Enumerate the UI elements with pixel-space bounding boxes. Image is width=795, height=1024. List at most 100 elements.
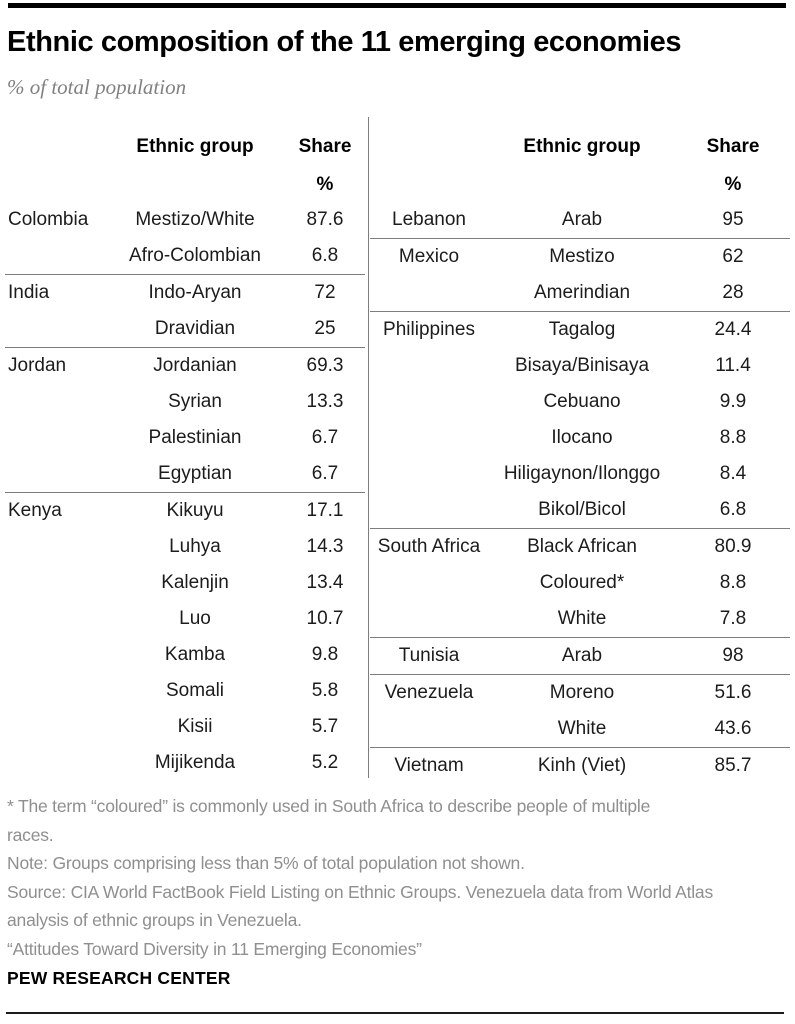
- table-row: Dravidian 25: [5, 311, 365, 348]
- source-line: Source: CIA World FactBook Field Listing…: [7, 881, 714, 931]
- ethnic-group-cell: Luo: [179, 608, 211, 629]
- ethnic-group-cell: Mijikenda: [154, 752, 236, 773]
- ethnic-group-cell: Mestizo/White: [135, 209, 255, 230]
- note-threshold: Note: Groups comprising less than 5% of …: [7, 853, 525, 873]
- column-header-ethnic-group: Ethnic group: [136, 136, 254, 157]
- table-row: Syrian 13.3: [5, 384, 365, 420]
- table-row: Kisii 5.7: [5, 709, 365, 745]
- country-cell: [370, 456, 488, 492]
- table-row: Somali 5.8: [5, 673, 365, 709]
- table-row: Luhya 14.3: [5, 529, 365, 565]
- ethnic-group-cell: White: [488, 711, 676, 748]
- country-cell: [5, 601, 105, 637]
- ethnic-group-cell: Tagalog: [548, 319, 616, 340]
- share-cell: 11.4: [715, 355, 751, 376]
- ethnic-group-cell: Indo-Aryan: [148, 282, 242, 303]
- share-cell: 24.4: [714, 319, 752, 340]
- country-cell: Tunisia: [370, 637, 488, 675]
- table-row: Bisaya/Binisaya 11.4: [370, 348, 790, 384]
- ethnic-group-cell: Afro-Colombian: [105, 238, 285, 275]
- country-cell: Vietnam: [394, 755, 464, 776]
- ethnic-group-cell: Moreno: [549, 682, 615, 703]
- column-header-share: Share: [298, 136, 352, 157]
- country-cell: [5, 456, 105, 493]
- country-cell: Venezuela: [384, 682, 474, 703]
- country-cell: [5, 311, 105, 348]
- table-row: Bikol/Bicol 6.8: [370, 492, 790, 529]
- column-header-country-blank: [370, 118, 488, 168]
- table-header-row: Ethnic group Share: [370, 118, 790, 168]
- share-cell: 25: [285, 311, 365, 348]
- country-cell: [5, 745, 105, 781]
- table-row: Lebanon Arab 95: [370, 202, 790, 239]
- ethnic-group-cell: Kamba: [164, 644, 226, 665]
- country-cell: Lebanon: [370, 202, 488, 239]
- ethnic-table-left: Ethnic group Share % Colombia Mestizo/Whi…: [5, 118, 365, 781]
- report-title: “Attitudes Toward Diversity in 11 Emergi…: [7, 938, 422, 959]
- country-cell: India: [8, 282, 50, 303]
- share-cell: 13.3: [306, 391, 344, 412]
- table-row: Palestinian 6.7: [5, 420, 365, 456]
- top-rule: [8, 3, 786, 8]
- table-header-unit-row: %: [5, 168, 365, 202]
- column-header-country-blank: [5, 118, 105, 168]
- table-row: Jordan Jordanian 69.3: [5, 348, 365, 385]
- table-row: Kamba 9.8: [5, 637, 365, 673]
- country-cell: [370, 492, 488, 529]
- share-cell: 13.4: [306, 572, 344, 593]
- ethnic-group-cell: Egyptian: [105, 456, 285, 493]
- share-cell: 80.9: [714, 536, 752, 557]
- table-row: Tunisia Arab 98: [370, 637, 790, 675]
- pew-research-center-wordmark: PEW RESEARCH CENTER: [7, 968, 231, 988]
- country-cell: Kenya: [8, 500, 62, 521]
- country-cell: [5, 384, 105, 420]
- table-row: Afro-Colombian 6.8: [5, 238, 365, 275]
- table-row: White 7.8: [370, 601, 790, 638]
- page-subtitle: % of total population: [7, 75, 187, 99]
- country-cell: Philippines: [383, 319, 475, 340]
- ethnic-group-cell: Kalenjin: [161, 572, 229, 593]
- table-row: Venezuela Moreno 51.6: [370, 675, 790, 712]
- share-cell: 51.6: [714, 682, 752, 703]
- share-cell: 6.7: [311, 427, 339, 448]
- column-divider: [368, 117, 369, 778]
- country-cell: [370, 565, 488, 601]
- ethnic-group-cell: Coloured*: [539, 572, 625, 593]
- country-cell: [5, 673, 105, 709]
- ethnic-group-cell: Mestizo: [549, 246, 615, 267]
- table-row: Mexico Mestizo 62: [370, 239, 790, 276]
- ethnic-group-cell: Jordanian: [153, 355, 237, 376]
- table-row: Coloured* 8.8: [370, 565, 790, 601]
- table-row: Egyptian 6.7: [5, 456, 365, 493]
- ethnic-group-cell: Bikol/Bicol: [488, 492, 676, 529]
- table-header-row: Ethnic group Share: [5, 118, 365, 168]
- ethnic-group-cell: Kikuyu: [166, 500, 224, 521]
- table-row: Mijikenda 5.2: [5, 745, 365, 781]
- ethnic-group-cell: Palestinian: [148, 427, 242, 448]
- ethnic-group-cell: Arab: [488, 637, 676, 675]
- share-cell: 6.7: [285, 456, 365, 493]
- footnote-coloured: * The term “coloured” is commonly used i…: [7, 796, 651, 845]
- share-cell: 98: [676, 637, 790, 675]
- column-header-share: Share: [706, 136, 760, 157]
- page-title: Ethnic composition of the 11 emerging ec…: [7, 26, 682, 58]
- table-row: Ilocano 8.8: [370, 420, 790, 456]
- table-header-unit-row: %: [370, 168, 790, 202]
- ethnic-group-cell: Black African: [527, 536, 637, 557]
- country-cell: [5, 637, 105, 673]
- table-row: Luo 10.7: [5, 601, 365, 637]
- ethnic-table-right: Ethnic group Share % Lebanon Arab 95 Mexico…: [370, 118, 790, 784]
- share-cell: 17.1: [306, 500, 344, 521]
- country-cell: [5, 529, 105, 565]
- ethnic-group-cell: Dravidian: [105, 311, 285, 348]
- share-cell: 14.3: [306, 536, 344, 557]
- share-cell: 43.6: [676, 711, 790, 748]
- share-cell: 69.3: [306, 355, 344, 376]
- ethnic-group-cell: Amerindian: [488, 275, 676, 312]
- share-cell: 7.8: [676, 601, 790, 638]
- ethnic-group-cell: Kinh (Viet): [537, 755, 627, 776]
- share-cell: 8.4: [719, 463, 747, 484]
- table-row: Amerindian 28: [370, 275, 790, 312]
- share-cell: 8.8: [719, 427, 747, 448]
